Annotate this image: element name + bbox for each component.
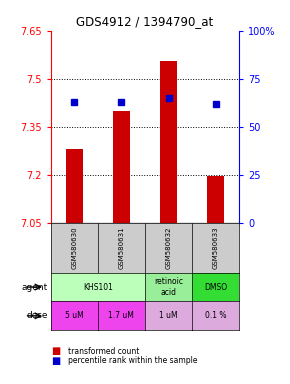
Bar [160, 61, 177, 223]
Bar [113, 111, 130, 223]
Text: agent: agent [21, 283, 48, 291]
Text: GSM580631: GSM580631 [118, 226, 124, 269]
Text: 1.7 uM: 1.7 uM [108, 311, 134, 320]
Text: GSM580630: GSM580630 [71, 226, 77, 269]
Text: 5 uM: 5 uM [65, 311, 84, 320]
Text: GSM580632: GSM580632 [166, 227, 172, 269]
Text: DMSO: DMSO [204, 283, 227, 291]
Text: transformed count: transformed count [68, 347, 139, 356]
Text: GSM580633: GSM580633 [213, 226, 219, 269]
Text: ■: ■ [51, 346, 60, 356]
Text: KHS101: KHS101 [83, 283, 113, 291]
Bar [66, 149, 83, 223]
Bar [207, 176, 224, 223]
Text: ■: ■ [51, 356, 60, 366]
Text: percentile rank within the sample: percentile rank within the sample [68, 356, 198, 366]
Text: 1 uM: 1 uM [159, 311, 178, 320]
Text: dose: dose [26, 311, 48, 320]
Text: retinoic
acid: retinoic acid [154, 277, 183, 297]
Title: GDS4912 / 1394790_at: GDS4912 / 1394790_at [76, 15, 214, 28]
Text: 0.1 %: 0.1 % [205, 311, 226, 320]
